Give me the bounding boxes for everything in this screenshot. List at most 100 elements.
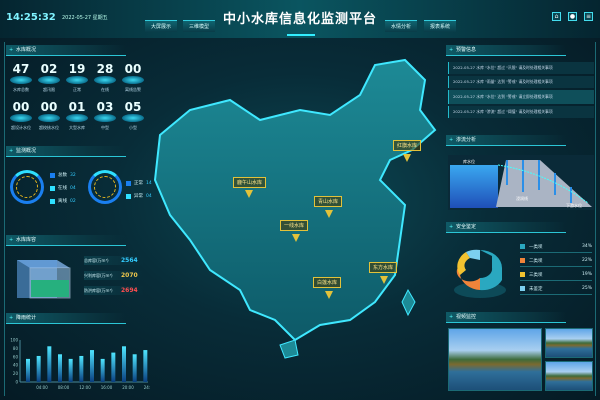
y-tick-label: 100: [10, 338, 18, 343]
legend-item: 总数 32: [50, 172, 76, 178]
x-tick-label: 24:00: [144, 385, 150, 390]
legend-swatch: [126, 193, 131, 199]
legend-item: 正常 14: [126, 180, 152, 186]
pedestal-icon: [94, 76, 116, 84]
home-icon[interactable]: ⌂: [552, 12, 561, 21]
stat-value: 01: [68, 100, 86, 114]
legend-swatch: [126, 180, 131, 186]
map-label-reservoir[interactable]: 青山水库: [314, 196, 343, 207]
settings-icon[interactable]: ≡: [584, 12, 593, 21]
stat-value: 28: [96, 62, 114, 76]
pedestal-icon: [66, 114, 88, 122]
alert-item[interactable]: 2022-05-27 水库 "水位" 超过 "汛限" 请及时处理相关事项: [448, 62, 594, 74]
ring-chart-monitor: [10, 170, 44, 204]
stat-label: 大型水库: [69, 125, 85, 130]
seepage-section-chart: 库水位 浸润线 下游水位: [448, 155, 594, 210]
stat-label: 超校核水位: [39, 125, 59, 130]
legend-item: 未鉴定 25%: [520, 286, 592, 295]
map-label-reservoir[interactable]: 红旗水库: [393, 140, 422, 151]
page-title: 中小水库信息化监测平台: [222, 12, 377, 27]
legend-value: 02: [70, 198, 76, 204]
legend-value: 32: [70, 172, 76, 178]
map-label-reservoir[interactable]: 东方水库: [369, 262, 398, 273]
map-pin-icon[interactable]: [403, 154, 411, 162]
legend-label: 在线: [58, 186, 67, 191]
alert-item[interactable]: 2022-05-27 水库 "渗流" 超过 "阈值" 请及时处理相关事项: [448, 106, 594, 118]
nav-water-analysis[interactable]: 水情分析: [385, 20, 417, 32]
panel-title-rain: 降雨统计: [6, 313, 126, 324]
rainfall-bar-chart: 0 20 40 60 80 100 04:00 08:00 12:00 16:00 20:00 24:…: [10, 338, 150, 391]
legend-label: 未鉴定: [529, 287, 543, 292]
video-feed-main[interactable]: [448, 328, 542, 391]
label-reservoir-level: 库水位: [463, 158, 475, 164]
stat-label: 离线告警: [125, 87, 141, 92]
stat-label: 水库总数: [13, 87, 29, 92]
y-tick-label: 60: [13, 354, 19, 359]
map-island: [401, 288, 416, 317]
capacity-label: 总库容(万m³): [84, 258, 109, 263]
stat-tile: 00 离线告警: [120, 62, 146, 93]
legend-label: 正常: [134, 181, 143, 186]
nav-3d-model[interactable]: 三维模型: [183, 20, 215, 32]
video-feed-thumb[interactable]: [545, 328, 593, 358]
map-land: [153, 58, 437, 342]
bar: [143, 350, 148, 382]
map-pin-icon[interactable]: [325, 210, 333, 218]
y-tick-label: 80: [13, 346, 19, 351]
map-pin-icon[interactable]: [325, 291, 333, 299]
legend-value: 25%: [581, 286, 592, 291]
map-label-reservoir[interactable]: 鹿午山水库: [233, 177, 267, 188]
map-pin-icon[interactable]: [380, 276, 388, 284]
stat-label: 超设计水位: [11, 125, 31, 130]
left-panel: [4, 42, 146, 396]
alert-item[interactable]: 2022-05-27 水库 "水位" 达到 "警戒" 请立即处理相关事项: [448, 90, 594, 104]
stat-tile: 47 水库总数: [8, 62, 34, 93]
legend-value: 04: [70, 185, 76, 191]
ring-chart-status: [88, 170, 122, 204]
stat-value: 00: [124, 62, 142, 76]
pedestal-icon: [10, 76, 32, 84]
legend-swatch: [520, 258, 525, 263]
stat-value: 05: [124, 100, 142, 114]
legend-swatch: [520, 286, 525, 291]
pedestal-icon: [122, 76, 144, 84]
legend-item: 异常 04: [126, 193, 152, 199]
capacity-label: 防洪库容(万m³): [84, 288, 113, 293]
user-icon[interactable]: ●: [568, 12, 577, 21]
legend-value: 34%: [581, 244, 592, 249]
pedestal-icon: [122, 114, 144, 122]
legend-label: 三类坝: [529, 273, 543, 278]
legend-label: 离线: [58, 199, 67, 204]
nav-dashboard[interactable]: 大屏展示: [145, 20, 177, 32]
capacity-row: 防洪库容(万m³) 2694: [84, 286, 144, 295]
legend-swatch: [50, 185, 55, 191]
alert-item[interactable]: 2022-05-27 水库 "雨量" 达到 "警戒" 请及时处理相关事项: [448, 76, 594, 88]
stat-tile: 00 超校核水位: [36, 100, 62, 131]
legend-item: 离线 02: [50, 198, 76, 204]
pedestal-icon: [66, 76, 88, 84]
nav-reports[interactable]: 报表系统: [424, 20, 456, 32]
bar: [36, 355, 41, 382]
stat-value: 00: [12, 100, 30, 114]
stat-tile: 03 中型: [92, 100, 118, 131]
capacity-row: 兴利库容(万m³) 2070: [84, 271, 144, 280]
legend-item: 一类坝 34%: [520, 244, 592, 253]
legend-label: 异常: [134, 194, 143, 199]
stat-value: 47: [12, 62, 30, 76]
map-pin-icon[interactable]: [245, 190, 253, 198]
video-feed-thumb[interactable]: [545, 361, 593, 391]
map-pin-icon[interactable]: [292, 234, 300, 242]
reservoir-tank-graphic: [17, 260, 71, 299]
map-label-reservoir[interactable]: 白莲水库: [313, 277, 342, 288]
y-tick-label: 0: [15, 380, 18, 385]
title-underline: [287, 34, 315, 36]
y-tick-label: 20: [13, 371, 19, 376]
capacity-value: 2564: [121, 257, 138, 264]
x-tick-label: 16:00: [101, 385, 113, 390]
stat-label: 在线: [101, 87, 109, 92]
stat-value: 00: [40, 100, 58, 114]
bar: [111, 352, 116, 382]
right-panel: [443, 42, 596, 396]
china-map: [153, 58, 437, 359]
map-label-reservoir[interactable]: 一线水库: [280, 220, 309, 231]
